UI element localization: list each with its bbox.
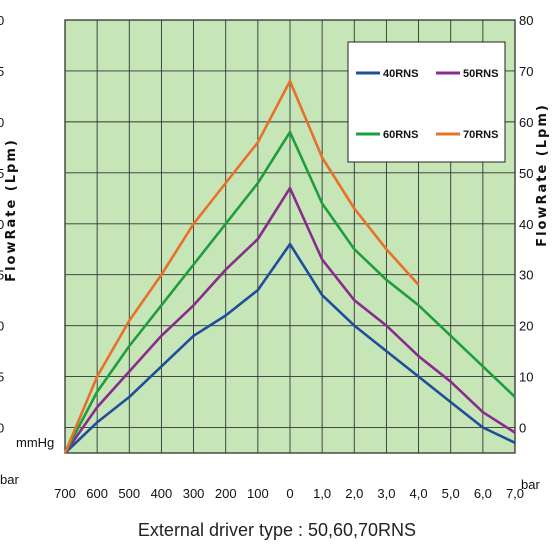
y-left-tick-label: 5 [0, 268, 4, 283]
x-bar-tick-label: 7,0 [506, 486, 524, 501]
series-line-50RNS [63, 186, 516, 454]
chart-caption: External driver type : 50,60,70RNS [137, 520, 417, 540]
x-mmhg-tick-label: 400 [151, 486, 173, 501]
x-left-unit-bar: bar [0, 472, 19, 487]
y-right-tick-label: 60 [519, 115, 533, 130]
legend-label-50RNS: 50RNS [463, 68, 498, 80]
y-left-tick-label: 0 [0, 319, 4, 334]
y-left-tick-label: 0 [0, 217, 4, 232]
y-right-axis-title: FlowRate (Lpm) [535, 103, 550, 247]
y-left-tick-label: 0 [0, 421, 4, 436]
y-right-tick-label: 30 [519, 268, 533, 283]
x-bar-tick-label: 3,0 [377, 486, 395, 501]
x-bar-tick-label: 6,0 [474, 486, 492, 501]
x-bar-tick-label: 4,0 [410, 486, 428, 501]
y-right-tick-label: 20 [519, 319, 533, 334]
series-line-60RNS [63, 130, 516, 454]
x-bar-tick-label: 1,0 [313, 486, 331, 501]
y-right-tick-label: 0 [519, 421, 526, 436]
y-left-tick-label: 5 [0, 64, 4, 79]
x-mmhg-tick-label: 0 [286, 486, 293, 501]
x-left-unit-mmhg: mmHg [16, 435, 54, 450]
legend-label-40RNS: 40RNS [383, 68, 418, 80]
y-left-axis-title: FlowRate (Lpm) [4, 138, 19, 282]
legend-label-70RNS: 70RNS [463, 129, 498, 141]
y-left-tick-label: 0 [0, 13, 4, 28]
y-left-tick-label: 5 [0, 370, 4, 385]
x-bar-tick-label: 2,0 [345, 486, 363, 501]
x-mmhg-tick-label: 100 [247, 486, 269, 501]
x-mmhg-tick-label: 500 [118, 486, 140, 501]
y-right-tick-label: 40 [519, 217, 533, 232]
legend: 40RNS 50RNS 60RNS 70RNS [347, 41, 506, 163]
series-line-70RNS [63, 79, 420, 454]
y-right-tick-label: 10 [519, 370, 533, 385]
x-mmhg-tick-label: 300 [183, 486, 205, 501]
y-right-tick-label: 50 [519, 166, 533, 181]
y-left-tick-label: 5 [0, 166, 4, 181]
x-bar-tick-label: 5,0 [442, 486, 460, 501]
x-mmhg-tick-label: 600 [86, 486, 108, 501]
series-line-40RNS [64, 242, 516, 454]
x-mmhg-tick-label: 700 [54, 486, 76, 501]
legend-box [347, 41, 506, 163]
x-mmhg-tick-label: 200 [215, 486, 237, 501]
legend-label-60RNS: 60RNS [383, 129, 418, 141]
y-right-tick-label: 80 [519, 13, 533, 28]
y-left-tick-label: 0 [0, 115, 4, 130]
x-right-unit-bar: bar [521, 477, 540, 492]
y-right-tick-label: 70 [519, 64, 533, 79]
series-layer [63, 79, 516, 454]
